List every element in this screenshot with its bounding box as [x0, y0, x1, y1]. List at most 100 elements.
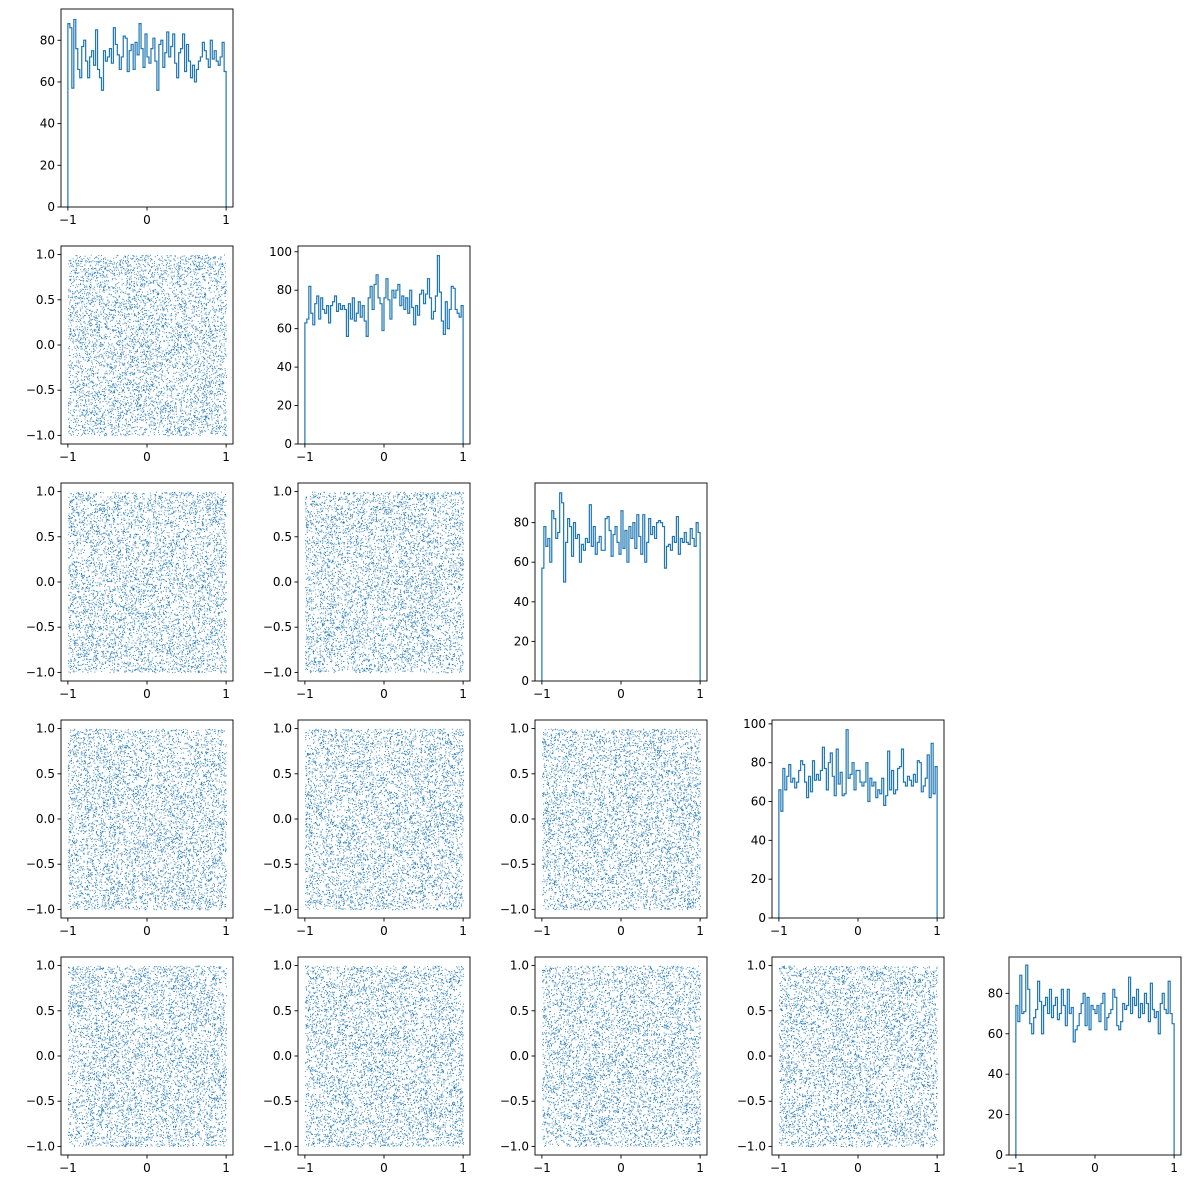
x-tick-label: −1	[296, 1161, 314, 1175]
scatter-panel-1-0: −1 0 1 −1.0 −0.5 0.0 0.5 1.0	[26, 245, 234, 464]
y-tick-label: 0.5	[36, 293, 55, 307]
y-tick-label: 20	[514, 634, 529, 648]
x-tick-label: 0	[617, 1161, 625, 1175]
y-tick-label: 1.0	[510, 959, 529, 973]
y-tick-label: 0	[521, 674, 529, 688]
y-tick-label: 80	[988, 986, 1003, 1000]
scatter-panel-4-3: −1 0 1 −1.0 −0.5 0.0 0.5 1.0	[737, 956, 945, 1175]
histogram-step-line	[304, 255, 464, 444]
y-tick-label: 1.0	[273, 722, 292, 736]
scatter-points	[67, 728, 228, 911]
y-tick-label: −1.0	[500, 902, 529, 916]
y-tick-label: 60	[277, 322, 292, 336]
y-tick-label: 1.0	[36, 959, 55, 973]
y-tick-label: 40	[40, 117, 55, 131]
y-tick-label: 1.0	[273, 485, 292, 499]
y-tick-label: 0.5	[273, 1004, 292, 1018]
scatter-point-cloud	[67, 728, 228, 911]
scatter-panel-4-0: −1 0 1 −1.0 −0.5 0.0 0.5 1.0	[26, 956, 234, 1175]
y-tick-label: 0.5	[36, 1004, 55, 1018]
x-tick-label: −1	[59, 687, 77, 701]
y-tick-label: −1.0	[26, 902, 55, 916]
x-tick-label: −1	[59, 1161, 77, 1175]
y-tick-label: 0.5	[510, 767, 529, 781]
axes-frame	[297, 482, 471, 682]
x-tick-label: 1	[459, 687, 467, 701]
x-tick-label: 0	[617, 687, 625, 701]
scatter-point-cloud	[541, 728, 701, 911]
scatter-panel-3-2: −1 0 1 −1.0 −0.5 0.0 0.5 1.0	[500, 719, 708, 938]
scatter-panel-3-1: −1 0 1 −1.0 −0.5 0.0 0.5 1.0	[263, 719, 471, 938]
scatter-point-cloud	[67, 965, 228, 1148]
x-tick-label: −1	[533, 1161, 551, 1175]
x-tick-label: 0	[380, 687, 388, 701]
axes-frame	[297, 245, 471, 445]
y-tick-label: 100	[743, 717, 766, 731]
x-tick-label: 0	[380, 450, 388, 464]
y-tick-label: −1.0	[263, 1139, 292, 1153]
y-tick-label: 80	[40, 33, 55, 47]
histogram-step-line	[67, 18, 227, 207]
scatter-points	[541, 728, 701, 911]
y-tick-label: 80	[277, 283, 292, 297]
y-tick-label: 60	[751, 795, 766, 809]
y-tick-label: 0.5	[273, 530, 292, 544]
scatter-point-cloud	[778, 965, 938, 1148]
y-tick-label: 20	[277, 399, 292, 413]
y-tick-label: 0	[47, 200, 55, 214]
x-tick-label: −1	[1007, 1161, 1025, 1175]
scatter-points	[67, 965, 228, 1148]
x-tick-label: −1	[59, 450, 77, 464]
x-tick-label: 1	[696, 687, 704, 701]
y-tick-label: 1.0	[747, 959, 766, 973]
x-tick-label: 1	[696, 1161, 704, 1175]
scatter-points	[67, 254, 227, 437]
x-tick-label: 0	[854, 1161, 862, 1175]
y-tick-label: 0.5	[747, 1004, 766, 1018]
y-tick-label: 40	[988, 1067, 1003, 1081]
x-tick-label: 0	[143, 450, 151, 464]
x-tick-label: −1	[770, 924, 788, 938]
y-tick-label: −0.5	[26, 857, 55, 871]
y-tick-label: 0.5	[36, 767, 55, 781]
scatter-points	[304, 728, 464, 911]
x-tick-label: −1	[296, 687, 314, 701]
y-tick-label: −0.5	[500, 1094, 529, 1108]
y-tick-label: 0.0	[36, 812, 55, 826]
y-tick-label: −1.0	[26, 665, 55, 679]
histogram-step-line	[778, 729, 938, 918]
x-tick-label: 0	[380, 1161, 388, 1175]
scatter-points	[304, 491, 464, 674]
y-tick-label: 0	[995, 1148, 1003, 1162]
x-tick-label: 0	[854, 924, 862, 938]
histogram-step-line	[541, 492, 701, 681]
y-tick-label: −0.5	[26, 1094, 55, 1108]
x-tick-label: 1	[222, 924, 230, 938]
y-tick-label: 1.0	[510, 722, 529, 736]
y-tick-label: 60	[514, 555, 529, 569]
scatter-point-cloud	[67, 254, 227, 437]
x-tick-label: −1	[533, 687, 551, 701]
x-tick-label: 1	[222, 1161, 230, 1175]
x-tick-label: 0	[143, 1161, 151, 1175]
x-tick-label: 1	[696, 924, 704, 938]
y-tick-label: −0.5	[26, 620, 55, 634]
scatter-point-cloud	[67, 491, 227, 674]
y-tick-label: 0.5	[510, 1004, 529, 1018]
y-tick-label: −1.0	[26, 428, 55, 442]
scatter-points	[778, 965, 938, 1148]
y-tick-label: 1.0	[36, 722, 55, 736]
axes-frame	[297, 956, 471, 1156]
scatter-point-cloud	[541, 965, 701, 1148]
scatter-panel-2-0: −1 0 1 −1.0 −0.5 0.0 0.5 1.0	[26, 482, 234, 701]
x-tick-label: 1	[459, 924, 467, 938]
axes-frame	[1008, 956, 1182, 1156]
y-tick-label: −1.0	[263, 902, 292, 916]
y-tick-label: 60	[988, 1027, 1003, 1041]
y-tick-label: 40	[277, 360, 292, 374]
x-tick-label: −1	[533, 924, 551, 938]
scatter-panel-2-1: −1 0 1 −1.0 −0.5 0.0 0.5 1.0	[263, 482, 471, 701]
y-tick-label: 0.0	[36, 1049, 55, 1063]
y-tick-label: 40	[514, 595, 529, 609]
